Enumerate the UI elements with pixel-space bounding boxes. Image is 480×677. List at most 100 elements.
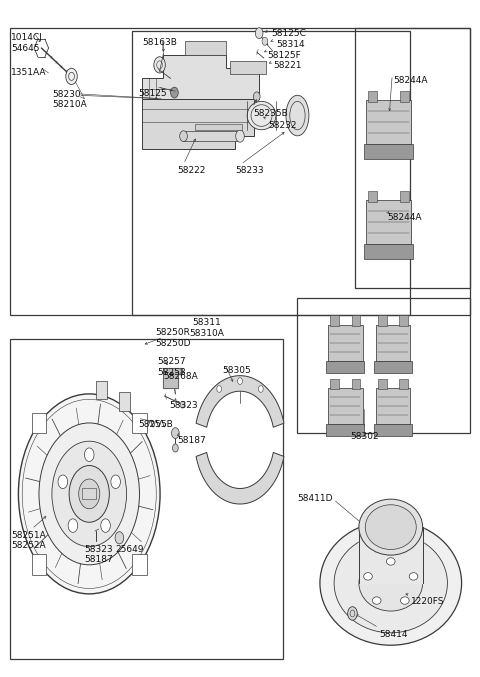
Circle shape bbox=[180, 401, 185, 408]
Ellipse shape bbox=[334, 533, 447, 633]
Ellipse shape bbox=[359, 555, 422, 611]
Text: 58311
58310A: 58311 58310A bbox=[189, 318, 224, 338]
Ellipse shape bbox=[409, 573, 418, 580]
Circle shape bbox=[348, 607, 357, 620]
Circle shape bbox=[18, 394, 160, 594]
Bar bbox=[378, 315, 387, 326]
Text: 1220FS: 1220FS bbox=[411, 596, 445, 606]
Bar bbox=[368, 91, 377, 102]
Ellipse shape bbox=[364, 573, 372, 580]
Bar bbox=[330, 315, 339, 326]
Bar bbox=[10, 338, 283, 659]
Text: 58187: 58187 bbox=[177, 436, 205, 445]
Bar bbox=[326, 424, 364, 436]
Ellipse shape bbox=[286, 95, 309, 136]
Bar bbox=[376, 324, 410, 361]
Circle shape bbox=[39, 423, 140, 565]
Ellipse shape bbox=[247, 102, 276, 130]
Ellipse shape bbox=[400, 597, 409, 605]
Polygon shape bbox=[163, 368, 181, 388]
Text: 58323
58187: 58323 58187 bbox=[84, 544, 113, 564]
Text: 58268A: 58268A bbox=[163, 372, 198, 381]
Text: 58125F: 58125F bbox=[268, 51, 301, 60]
Bar bbox=[298, 298, 470, 433]
Text: 1014CJ
54645: 1014CJ 54645 bbox=[11, 33, 43, 53]
Text: 58222: 58222 bbox=[178, 167, 206, 175]
Bar bbox=[328, 388, 362, 424]
Bar bbox=[355, 28, 470, 288]
Bar bbox=[326, 361, 364, 373]
Bar bbox=[10, 28, 470, 315]
Circle shape bbox=[262, 37, 268, 45]
Text: 58323: 58323 bbox=[169, 401, 198, 410]
Bar bbox=[399, 315, 408, 326]
Circle shape bbox=[258, 386, 263, 392]
Text: 58250R
58250D: 58250R 58250D bbox=[155, 328, 191, 348]
Bar bbox=[132, 554, 146, 575]
Ellipse shape bbox=[386, 558, 395, 565]
Bar bbox=[400, 191, 408, 202]
Bar bbox=[32, 554, 47, 575]
Text: 58305: 58305 bbox=[222, 366, 251, 374]
Text: 58163B: 58163B bbox=[142, 38, 177, 47]
Bar bbox=[366, 200, 411, 244]
Bar bbox=[194, 124, 242, 131]
Bar bbox=[351, 378, 360, 389]
Circle shape bbox=[169, 372, 175, 380]
Bar bbox=[132, 31, 410, 315]
Circle shape bbox=[101, 519, 110, 532]
Bar bbox=[330, 378, 339, 389]
Bar bbox=[182, 131, 240, 141]
Text: 58235B: 58235B bbox=[253, 109, 288, 118]
Text: 58302: 58302 bbox=[350, 432, 379, 441]
Circle shape bbox=[255, 28, 263, 39]
Text: 1351AA: 1351AA bbox=[11, 68, 47, 77]
Text: 58314: 58314 bbox=[276, 40, 304, 49]
Bar bbox=[399, 378, 408, 389]
Bar bbox=[119, 393, 131, 412]
Ellipse shape bbox=[365, 505, 416, 550]
Circle shape bbox=[66, 68, 77, 85]
Ellipse shape bbox=[372, 597, 381, 605]
Circle shape bbox=[236, 130, 244, 142]
Circle shape bbox=[58, 475, 68, 489]
Text: 58257
58258: 58257 58258 bbox=[157, 357, 186, 377]
Bar bbox=[400, 91, 408, 102]
Circle shape bbox=[52, 441, 127, 546]
Polygon shape bbox=[359, 527, 422, 583]
Bar bbox=[96, 380, 108, 399]
Polygon shape bbox=[196, 452, 284, 504]
Bar bbox=[378, 378, 387, 389]
Text: 58244A: 58244A bbox=[387, 213, 422, 222]
Circle shape bbox=[115, 531, 124, 544]
Circle shape bbox=[170, 87, 178, 98]
Polygon shape bbox=[142, 55, 259, 99]
Circle shape bbox=[172, 444, 178, 452]
Circle shape bbox=[253, 92, 260, 102]
Bar bbox=[366, 100, 411, 144]
Circle shape bbox=[68, 519, 78, 532]
Text: 58233: 58233 bbox=[235, 167, 264, 175]
Circle shape bbox=[111, 475, 120, 489]
Bar bbox=[374, 361, 412, 373]
Circle shape bbox=[238, 378, 242, 385]
Bar bbox=[374, 424, 412, 436]
Text: 58244A: 58244A bbox=[393, 77, 428, 85]
Bar bbox=[132, 413, 146, 433]
Text: 25649: 25649 bbox=[116, 544, 144, 554]
Polygon shape bbox=[185, 41, 226, 55]
Bar bbox=[230, 62, 266, 74]
Circle shape bbox=[69, 466, 109, 522]
Ellipse shape bbox=[320, 521, 462, 645]
Bar bbox=[32, 413, 47, 433]
Text: 58411D: 58411D bbox=[298, 494, 333, 503]
Text: 58125: 58125 bbox=[139, 89, 167, 97]
Bar bbox=[376, 388, 410, 424]
Ellipse shape bbox=[359, 499, 422, 555]
Circle shape bbox=[171, 428, 179, 439]
Circle shape bbox=[84, 448, 94, 462]
Polygon shape bbox=[196, 376, 284, 427]
Bar bbox=[351, 315, 360, 326]
Bar bbox=[364, 144, 413, 159]
Text: 58251A
58252A: 58251A 58252A bbox=[11, 531, 46, 550]
